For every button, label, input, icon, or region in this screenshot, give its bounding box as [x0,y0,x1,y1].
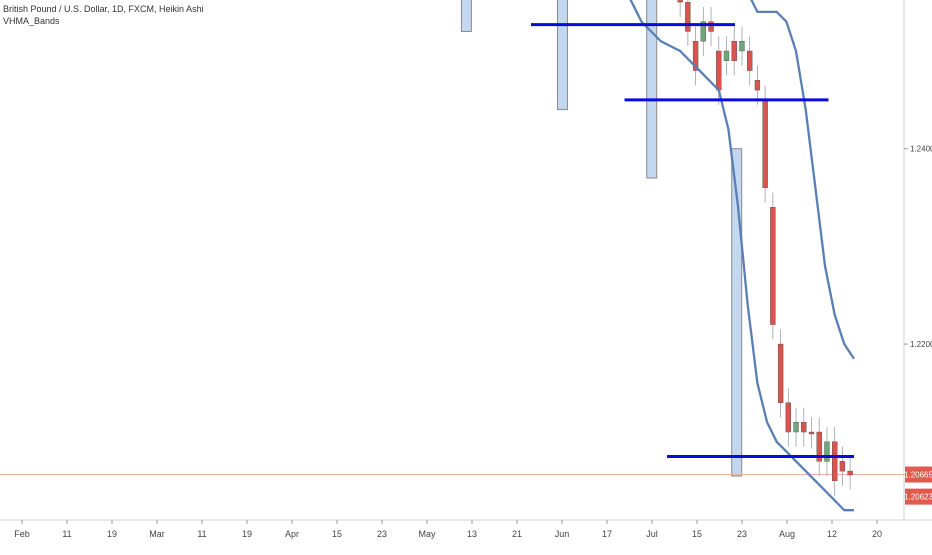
bear-candle [747,50,753,71]
time-tick-label: Mar [149,529,165,539]
time-tick-label: Jun [555,529,570,539]
bear-candle [685,1,691,32]
price-axis-ticks: 1.340001.320001.280001.260001.240001.220… [904,145,932,349]
time-tick-label: 17 [602,529,612,539]
time-tick-label: 15 [332,529,342,539]
bull-candle [723,50,730,61]
price-tick-label: 1.24000 [910,145,932,154]
highlight-box [646,0,658,179]
time-tick-label: 23 [737,529,747,539]
bear-candle [777,343,784,403]
bear-candle [762,99,768,188]
time-tick-label: 19 [242,529,252,539]
time-tick-label: Apr [285,529,299,539]
candles-layer [677,0,853,496]
support-lines-layer [531,23,854,458]
time-tick-label: 11 [197,529,206,539]
bear-candle [754,80,761,91]
bear-candle [801,422,807,433]
time-tick-label: 19 [107,529,117,539]
lower-band-line [629,0,854,512]
indicator-name: VHMA_Bands [3,16,60,26]
price-label: 1.20665 [904,471,932,480]
highlight-boxes-layer [460,0,743,477]
highlight-box [556,0,568,111]
bear-candle [785,402,791,433]
bull-candle [824,441,830,462]
price-label-bg [905,466,932,483]
time-tick-label: 20 [872,529,882,539]
time-tick-label: 15 [692,529,702,539]
bear-candle [731,41,737,61]
chart-title: British Pound / U.S. Dollar, 1D, FXCM, H… [3,4,204,14]
bear-candle [839,461,846,472]
bands-layer [629,0,855,512]
bull-candle [793,422,799,433]
bear-candle [677,0,683,3]
bear-candle [816,431,822,462]
bear-candle [770,207,776,325]
highlight-box [460,0,472,32]
time-tick-label: Jul [646,529,658,539]
bear-candle [832,441,838,482]
time-tick-label: 11 [62,529,71,539]
highlight-box [731,148,743,477]
price-label: 1.20623 [904,493,932,502]
time-tick-label: May [418,529,436,539]
time-tick-label: 21 [512,529,522,539]
price-label-bg [905,488,932,505]
bear-candle [692,41,699,71]
time-tick-label: 12 [827,529,837,539]
bear-candle [716,50,722,91]
bear-candle [708,21,714,32]
time-tick-label: Feb [14,529,30,539]
bear-candle [808,431,815,435]
time-tick-label: Aug [779,529,795,539]
price-tick-label: 1.22000 [910,340,932,349]
time-axis-ticks: Feb 11 19 Mar 11 19 Apr 15 23 May 13 21 Jun 17 Jul 15 23… [14,520,882,539]
bear-candle [847,470,853,476]
time-tick-label: 23 [377,529,387,539]
time-tick-label: 13 [467,529,477,539]
bull-candle [700,21,706,42]
bull-candle [739,41,745,52]
